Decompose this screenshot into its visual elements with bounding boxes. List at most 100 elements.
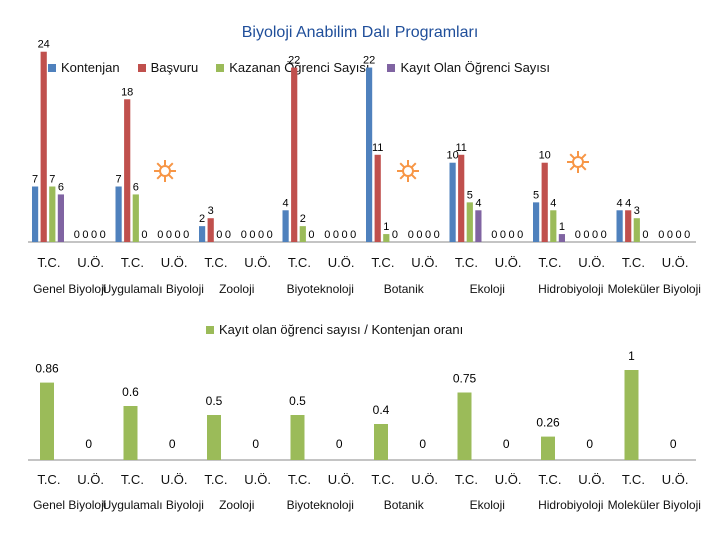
tick-label-sub: T.C.: [204, 255, 227, 270]
bar-oran: [207, 415, 221, 460]
tick-label-category: Zooloji: [219, 498, 254, 512]
data-label-kontenjan: 0: [491, 229, 497, 241]
tick-label-sub: U.Ö.: [328, 472, 355, 487]
tick-label-sub: U.Ö.: [244, 472, 271, 487]
data-label-kazanan: 6: [133, 181, 139, 193]
tick-label-sub: T.C.: [121, 255, 144, 270]
legend-item-kazanan: Kazanan Öğrenci Sayısı: [216, 60, 369, 75]
data-label-kayit: 4: [475, 197, 481, 209]
bar-kayit: [475, 210, 482, 242]
data-label-oran: 1: [628, 349, 635, 363]
data-label-kontenjan: 0: [157, 229, 163, 241]
bar-oran: [290, 415, 305, 460]
data-label-basvuru: 0: [500, 229, 506, 241]
tick-label-category: Ekoloji: [470, 498, 505, 512]
legend-item-kayit: Kayıt Olan Öğrenci Sayısı: [387, 60, 550, 75]
data-label-oran: 0.6: [122, 385, 139, 399]
data-label-basvuru: 0: [416, 229, 422, 241]
sun-icon: [567, 151, 589, 173]
tick-label-sub: T.C.: [622, 472, 645, 487]
bottom-legend: Kayıt olan öğrenci sayısı / Kontenjan or…: [206, 322, 481, 337]
data-label-kontenjan: 4: [617, 197, 623, 209]
bar-oran: [457, 392, 472, 460]
legend-label-oran: Kayıt olan öğrenci sayısı / Kontenjan or…: [219, 322, 464, 337]
bar-basvuru: [458, 154, 465, 242]
legend-label-basvuru: Başvuru: [150, 60, 199, 75]
legend-item-oran: Kayıt olan öğrenci sayısı / Kontenjan or…: [206, 322, 463, 337]
bar-basvuru: [207, 218, 214, 242]
data-label-oran: 0: [169, 437, 176, 451]
data-label-kazanan: 7: [49, 174, 55, 186]
bar-kontenjan: [533, 202, 540, 242]
data-label-kayit: 6: [58, 181, 64, 193]
tick-label-category: Genel Biyoloji: [33, 498, 106, 512]
tick-label-category: Uygulamalı Biyoloji: [103, 282, 204, 296]
data-label-basvuru: 11: [372, 142, 383, 154]
data-label-kazanan: 5: [467, 189, 473, 201]
data-label-basvuru: 4: [625, 197, 631, 209]
tick-label-sub: U.Ö.: [77, 255, 104, 270]
bar-kazanan: [383, 234, 390, 242]
data-label-kayit: 0: [601, 229, 607, 241]
data-label-kontenjan: 0: [324, 229, 330, 241]
data-label-kazanan: 0: [592, 229, 598, 241]
data-label-kayit: 0: [392, 229, 398, 241]
data-label-kazanan: 0: [216, 229, 222, 241]
data-label-basvuru: 0: [583, 229, 589, 241]
bar-kontenjan: [199, 226, 206, 242]
tick-label-sub: U.Ö.: [662, 472, 689, 487]
data-label-kontenjan: 10: [446, 150, 458, 162]
tick-label-sub: T.C.: [371, 472, 394, 487]
legend-label-kazanan: Kazanan Öğrenci Sayısı: [229, 60, 370, 75]
tick-label-sub: U.Ö.: [578, 472, 605, 487]
data-label-kontenjan: 7: [32, 174, 38, 186]
data-label-basvuru: 10: [539, 150, 551, 162]
bar-oran: [123, 406, 138, 460]
tick-label-category: Moleküler Biyoloji: [608, 498, 701, 512]
legend-item-kontenjan: Kontenjan: [48, 60, 120, 75]
data-label-kayit: 0: [225, 229, 231, 241]
sun-icon: [154, 160, 176, 182]
data-label-basvuru: 22: [288, 55, 300, 67]
data-label-kazanan: 0: [174, 229, 180, 241]
tick-label-category: Genel Biyoloji: [33, 282, 106, 296]
data-label-basvuru: 0: [166, 229, 172, 241]
top-legend: Kontenjan Başvuru Kazanan Öğrenci Sayısı…: [48, 60, 568, 75]
tick-label-sub: T.C.: [121, 472, 144, 487]
data-label-kazanan: 0: [341, 229, 347, 241]
tick-label-sub: U.Ö.: [495, 255, 522, 270]
data-label-oran: 0: [419, 437, 426, 451]
tick-label-category: Hidrobiyoloji: [538, 282, 603, 296]
data-label-basvuru: 0: [667, 229, 673, 241]
bar-oran: [374, 424, 388, 460]
data-label-oran: 0.75: [453, 372, 477, 386]
tick-label-category: Uygulamalı Biyoloji: [103, 498, 204, 512]
data-label-kontenjan: 7: [116, 174, 122, 186]
data-label-basvuru: 11: [455, 142, 466, 154]
data-label-basvuru: 0: [333, 229, 339, 241]
data-label-oran: 0.86: [35, 362, 59, 376]
data-label-kazanan: 0: [425, 229, 431, 241]
bar-kazanan: [550, 210, 557, 242]
tick-label-sub: U.Ö.: [411, 472, 438, 487]
data-label-kayit: 0: [141, 229, 147, 241]
tick-label-sub: T.C.: [37, 472, 60, 487]
chart-title: Biyoloji Anabilim Dalı Programları: [241, 24, 479, 41]
data-label-oran: 0: [336, 437, 343, 451]
bar-kontenjan: [115, 186, 122, 242]
data-label-kazanan: 0: [508, 229, 514, 241]
bar-kazanan: [132, 194, 139, 242]
data-label-kayit: 0: [684, 229, 690, 241]
data-label-kazanan: 3: [634, 205, 640, 217]
data-label-kazanan: 1: [383, 221, 389, 233]
data-label-kayit: 0: [183, 229, 189, 241]
bar-basvuru: [124, 99, 131, 243]
data-label-basvuru: 0: [249, 229, 255, 241]
data-label-oran: 0: [85, 437, 92, 451]
data-label-kazanan: 0: [258, 229, 264, 241]
sun-icon: [397, 160, 419, 182]
data-label-kontenjan: 0: [658, 229, 664, 241]
data-label-kontenjan: 0: [575, 229, 581, 241]
data-label-kayit: 0: [434, 229, 440, 241]
